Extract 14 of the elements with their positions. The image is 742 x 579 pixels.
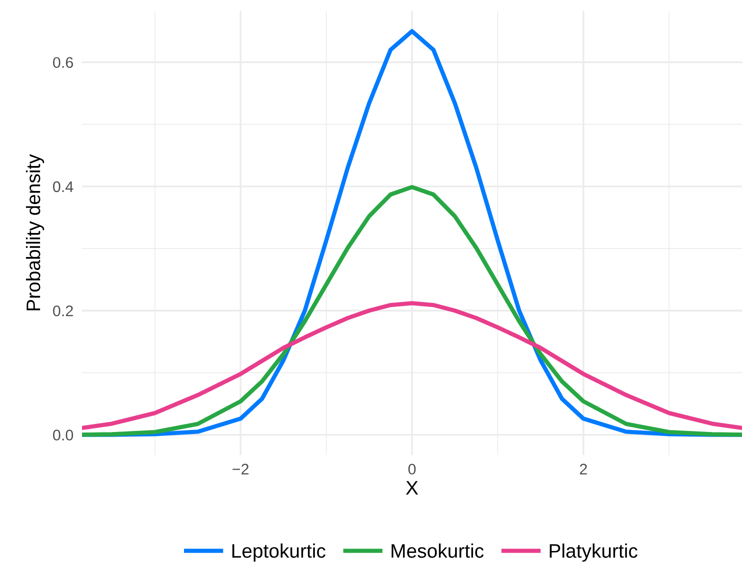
x-tick-label: 2	[580, 464, 587, 474]
y-tick-label: 0.4	[53, 181, 74, 192]
legend-label: Mesokurtic	[392, 544, 484, 558]
y-tick-label: 0.0	[53, 430, 74, 441]
line-series	[82, 184, 742, 437]
legend-label: Leptokurtic	[232, 544, 326, 562]
line-series	[82, 301, 742, 430]
y-tick-label: 0.6	[53, 57, 73, 68]
y-tick-label: 0.2	[53, 305, 73, 316]
legend-label: Platykurtic	[550, 544, 638, 562]
x-tick-label: −2	[232, 464, 249, 474]
x-axis-title: X	[406, 481, 418, 494]
y-axis-title: Probability density	[26, 154, 44, 310]
x-tick-label: 0	[408, 464, 416, 475]
